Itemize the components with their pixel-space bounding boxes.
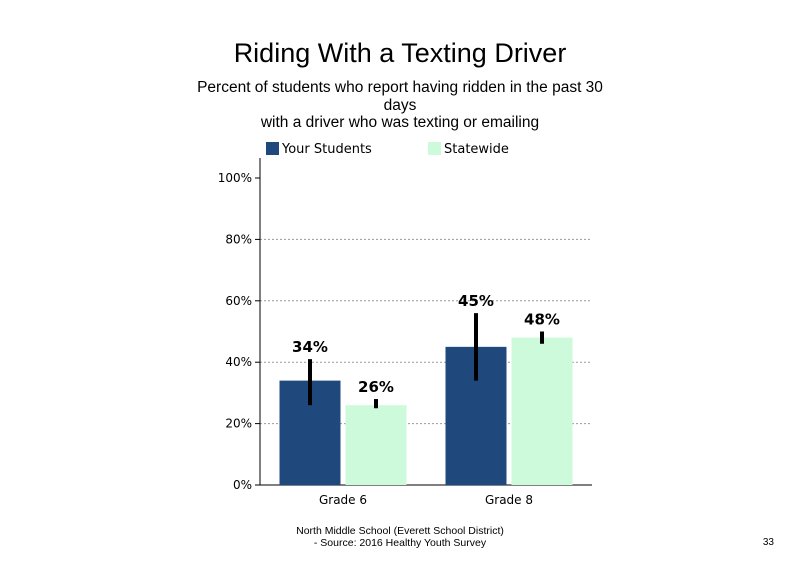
chart-title: Riding With a Texting Driver xyxy=(233,38,567,68)
bars xyxy=(279,337,573,485)
y-tick-label: 100% xyxy=(218,171,252,185)
data-label: 45% xyxy=(458,292,494,310)
chart-subtitle: Percent of students who report having ri… xyxy=(197,79,603,131)
x-category-label: Grade 6 xyxy=(319,493,367,507)
legend-swatch xyxy=(428,142,441,155)
source-footer: North Middle School (Everett School Dist… xyxy=(296,525,504,549)
y-tick-label: 40% xyxy=(225,355,252,369)
page-number: 33 xyxy=(762,537,774,548)
legend-swatch xyxy=(266,142,279,155)
data-labels: 34% 26% 45% 48% xyxy=(292,292,560,396)
data-label: 34% xyxy=(292,338,328,356)
y-tick-label: 60% xyxy=(225,294,252,308)
legend-label: Your Students xyxy=(281,142,372,157)
axes: 0% 20% 40% 60% 80% 100% Grade 6 Grade 8 xyxy=(218,158,592,507)
data-label: 48% xyxy=(524,311,560,329)
y-tick-label: 20% xyxy=(225,417,252,431)
error-bars xyxy=(308,313,544,409)
legend: Your Students Statewide xyxy=(266,142,509,157)
y-tick-label: 80% xyxy=(225,232,252,246)
bar xyxy=(511,337,573,485)
legend-label: Statewide xyxy=(444,142,509,157)
data-label: 26% xyxy=(358,378,394,396)
x-category-label: Grade 8 xyxy=(485,493,533,507)
bar xyxy=(345,405,407,485)
y-tick-label: 0% xyxy=(233,478,252,492)
